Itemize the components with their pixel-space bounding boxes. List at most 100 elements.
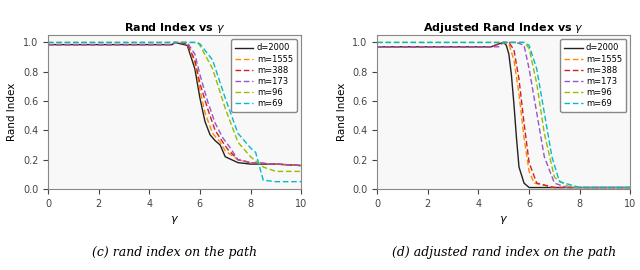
m=173 bbox=[272, 163, 280, 166]
d=2000 bbox=[515, 166, 523, 169]
m=173 bbox=[495, 45, 502, 48]
m=96 bbox=[272, 170, 280, 173]
m=173 bbox=[520, 44, 528, 47]
d=2000 bbox=[627, 186, 634, 189]
m=173 bbox=[196, 73, 204, 76]
m=388 bbox=[196, 82, 204, 85]
m=1555 bbox=[272, 163, 280, 166]
d=2000 bbox=[520, 181, 528, 185]
m=69 bbox=[234, 132, 242, 135]
d=2000 bbox=[196, 96, 204, 100]
Text: (c) rand index on the path: (c) rand index on the path bbox=[92, 246, 257, 259]
m=96 bbox=[533, 82, 541, 85]
m=69 bbox=[627, 186, 634, 189]
Title: Rand Index vs $\gamma$: Rand Index vs $\gamma$ bbox=[124, 21, 225, 35]
m=69 bbox=[373, 41, 381, 44]
Y-axis label: Rand Index: Rand Index bbox=[7, 83, 17, 141]
d=2000 bbox=[168, 43, 176, 46]
m=69 bbox=[533, 67, 541, 70]
d=2000 bbox=[44, 43, 52, 46]
d=2000 bbox=[247, 163, 255, 166]
m=388 bbox=[525, 161, 533, 164]
d=2000 bbox=[500, 41, 508, 44]
Line: m=1555: m=1555 bbox=[48, 42, 301, 166]
m=173 bbox=[191, 53, 198, 56]
d=2000 bbox=[234, 161, 242, 164]
m=69 bbox=[298, 180, 305, 183]
Y-axis label: Rand Index: Rand Index bbox=[337, 83, 346, 141]
Line: m=1555: m=1555 bbox=[377, 42, 630, 188]
m=1555 bbox=[247, 161, 255, 164]
m=96 bbox=[259, 166, 267, 169]
d=2000 bbox=[211, 139, 219, 142]
Text: (d) adjusted rand index on the path: (d) adjusted rand index on the path bbox=[392, 246, 616, 259]
m=1555 bbox=[216, 140, 224, 144]
m=69 bbox=[540, 111, 548, 114]
m=173 bbox=[44, 43, 52, 46]
Legend: d=2000, m=1555, m=388, m=173, m=96, m=69: d=2000, m=1555, m=388, m=173, m=96, m=69 bbox=[560, 39, 626, 112]
m=69 bbox=[285, 180, 292, 183]
d=2000 bbox=[201, 120, 209, 123]
m=96 bbox=[234, 140, 242, 144]
Line: m=388: m=388 bbox=[48, 42, 301, 166]
m=69 bbox=[221, 96, 229, 100]
d=2000 bbox=[505, 53, 513, 56]
m=1555 bbox=[44, 43, 52, 46]
d=2000 bbox=[184, 44, 191, 47]
m=388 bbox=[520, 122, 528, 125]
m=1555 bbox=[196, 88, 204, 91]
m=69 bbox=[44, 41, 52, 44]
d=2000 bbox=[513, 136, 520, 139]
m=96 bbox=[627, 186, 634, 189]
m=1555 bbox=[234, 158, 242, 161]
Legend: d=2000, m=1555, m=388, m=173, m=96, m=69: d=2000, m=1555, m=388, m=173, m=96, m=69 bbox=[231, 39, 297, 112]
m=1555 bbox=[168, 43, 176, 46]
m=96 bbox=[520, 41, 528, 44]
m=173 bbox=[533, 111, 541, 114]
m=69 bbox=[196, 42, 204, 46]
d=2000 bbox=[272, 163, 280, 166]
m=1555 bbox=[515, 92, 523, 95]
d=2000 bbox=[510, 102, 518, 106]
m=96 bbox=[563, 184, 571, 188]
m=1555 bbox=[495, 42, 502, 46]
m=96 bbox=[513, 41, 520, 44]
m=173 bbox=[247, 161, 255, 164]
m=96 bbox=[298, 170, 305, 173]
d=2000 bbox=[508, 73, 515, 76]
m=388 bbox=[510, 48, 518, 51]
m=388 bbox=[44, 43, 52, 46]
m=69 bbox=[193, 41, 201, 44]
m=388 bbox=[627, 186, 634, 189]
m=96 bbox=[44, 41, 52, 44]
m=173 bbox=[168, 43, 176, 46]
Line: m=69: m=69 bbox=[377, 42, 630, 188]
m=1555 bbox=[500, 41, 508, 44]
m=388 bbox=[298, 164, 305, 167]
m=173 bbox=[550, 181, 558, 185]
m=388 bbox=[224, 148, 232, 151]
m=69 bbox=[252, 151, 259, 154]
m=388 bbox=[505, 41, 513, 44]
m=388 bbox=[191, 58, 198, 62]
m=173 bbox=[513, 41, 520, 44]
m=69 bbox=[272, 180, 280, 183]
m=1555 bbox=[298, 164, 305, 167]
m=388 bbox=[247, 161, 255, 164]
m=69 bbox=[576, 186, 584, 189]
m=1555 bbox=[520, 136, 528, 139]
d=2000 bbox=[487, 45, 495, 48]
d=2000 bbox=[550, 186, 558, 189]
m=173 bbox=[627, 186, 634, 189]
m=173 bbox=[184, 41, 191, 44]
d=2000 bbox=[191, 67, 198, 70]
Line: m=388: m=388 bbox=[377, 42, 630, 188]
m=173 bbox=[525, 67, 533, 70]
m=96 bbox=[373, 41, 381, 44]
m=69 bbox=[520, 41, 528, 44]
d=2000 bbox=[502, 44, 510, 47]
d=2000 bbox=[206, 133, 214, 136]
m=96 bbox=[247, 155, 255, 158]
m=69 bbox=[513, 41, 520, 44]
Line: d=2000: d=2000 bbox=[48, 42, 301, 166]
